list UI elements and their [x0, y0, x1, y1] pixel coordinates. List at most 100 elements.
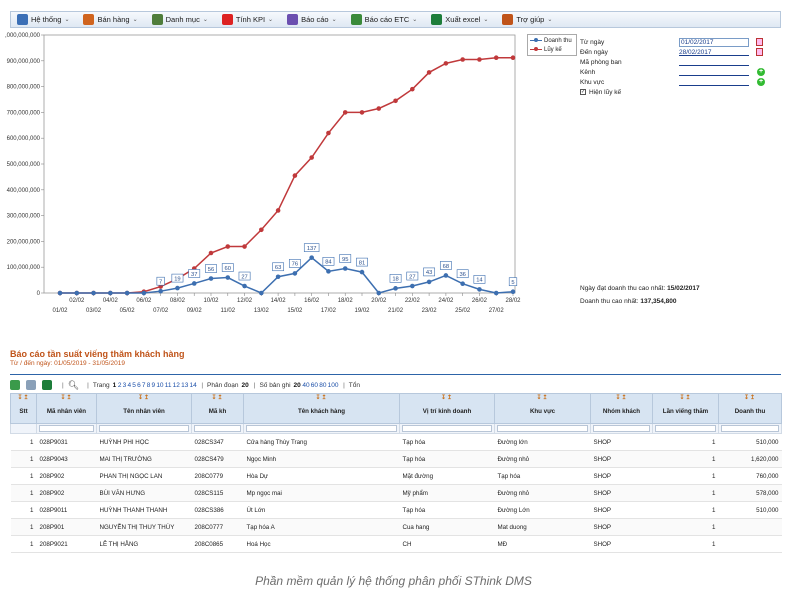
column-filter-input[interactable] [721, 425, 779, 432]
y-tick-label: 700,000,000 [7, 110, 41, 116]
region-field[interactable] [679, 85, 749, 86]
search-icon[interactable]: 🔍︎ [67, 379, 80, 390]
refresh-icon[interactable] [10, 380, 20, 390]
sort-icon[interactable]: ↧↥ [440, 395, 454, 401]
sort-icon[interactable]: ↧↥ [536, 395, 549, 401]
from-date-input[interactable] [679, 38, 749, 47]
sort-icon[interactable]: ↧↥ [615, 395, 628, 401]
column-filter-input[interactable] [402, 425, 492, 432]
column-header-label: Stt [19, 408, 28, 415]
column-filter-input[interactable] [497, 425, 588, 432]
page-link[interactable]: 2 [117, 381, 122, 389]
cumulative-checkbox[interactable]: ✓ [580, 89, 586, 95]
to-date-input[interactable]: 28/02/2017 [679, 49, 712, 56]
department-field[interactable] [679, 65, 749, 66]
records-option[interactable]: 60 [310, 381, 319, 389]
table-row[interactable]: 1 028P9011 HUỲNH THANH THANH 028CS386 Út Lớn… [10, 501, 782, 519]
table-row[interactable]: 1 028P9031 HUỲNH PHI HỌC 028CS347 Cửa hàng T… [10, 433, 782, 451]
column-header[interactable]: ↧↥ Tên nhân viên [96, 393, 192, 424]
table-cell: Đường nhỏ [494, 484, 591, 502]
calendar-icon[interactable] [756, 48, 763, 56]
page-link[interactable]: 8 [146, 381, 151, 389]
menu-item-2[interactable]: Danh mục ⌄ [146, 12, 216, 27]
column-header[interactable]: ↧↥ Stt [10, 393, 37, 424]
column-header[interactable]: ↧↥ Vị trí kinh doanh [399, 393, 495, 424]
page-link[interactable]: 3 [122, 381, 127, 389]
print-icon[interactable] [26, 380, 36, 390]
menu-item-3[interactable]: Tính KPI ⌄ [216, 12, 281, 27]
sort-icon[interactable]: ↧↥ [743, 395, 757, 401]
column-header[interactable]: ↧↥ Khu vực [494, 393, 591, 424]
data-point [208, 276, 214, 281]
sort-icon[interactable]: ↧↥ [17, 395, 30, 401]
filter-cell [494, 423, 591, 434]
excel-export-icon[interactable] [42, 380, 52, 390]
table-row[interactable]: 1 208P9021 LÊ THỊ HẰNG 208C0865 Hoá Học CH MĐ S… [10, 535, 782, 553]
page-link[interactable]: 9 [151, 381, 156, 389]
menu-item-0[interactable]: Hệ thống ⌄ [11, 12, 77, 27]
column-header[interactable]: ↧↥ Tên khách hàng [243, 393, 400, 424]
sort-icon[interactable]: ↧↥ [315, 395, 328, 401]
page-link[interactable]: 7 [141, 381, 146, 389]
sort-icon[interactable]: ↧↥ [137, 395, 151, 401]
column-filter-input[interactable] [246, 425, 397, 432]
data-label-box [439, 261, 452, 270]
column-header[interactable]: ↧↥ Mã nhân viên [36, 393, 97, 424]
sort-icon[interactable]: ↧↥ [679, 395, 692, 401]
column-filter-input[interactable] [655, 425, 716, 432]
sort-icon[interactable]: ↧↥ [60, 395, 73, 401]
column-filter-input[interactable] [194, 425, 241, 432]
table-row[interactable]: 1 208P902 BÙI VĂN HƯNG 028CS115 Mp ngọc mai M… [10, 484, 782, 502]
column-filter-input[interactable] [99, 425, 189, 432]
y-tick-label: 0 [37, 291, 41, 297]
records-option[interactable]: 100 [327, 381, 339, 389]
page-link[interactable]: 5 [132, 381, 136, 389]
add-channel-icon[interactable]: + [757, 68, 765, 76]
data-label: 95 [342, 257, 348, 263]
column-header[interactable]: ↧↥ Lần viếng thăm [652, 393, 719, 424]
column-header[interactable]: ↧↥ Nhóm khách [590, 393, 653, 424]
calendar-icon[interactable] [756, 38, 763, 46]
filter-panel: Từ ngày Đến ngày 28/02/2017 Mã phòng ban… [580, 38, 780, 98]
table-cell: CH [399, 535, 495, 553]
table-row[interactable]: 1 028P9043 MAI THỊ TRƯỜNG 028CS479 Ngọc Minh… [10, 450, 782, 468]
column-header-label: Doanh thu [734, 408, 766, 415]
page-link[interactable]: 10 [156, 381, 164, 389]
page-link[interactable]: 11 [164, 381, 172, 389]
x-tick-label: 18/02 [338, 298, 354, 304]
menu-item-1[interactable]: Bán hàng ⌄ [77, 12, 145, 27]
records-option[interactable]: 40 [302, 381, 310, 389]
x-tick-label: 13/02 [254, 308, 270, 314]
x-tick-label: 26/02 [472, 298, 488, 304]
page-link[interactable]: 13 [181, 381, 189, 389]
filter-cell [10, 423, 37, 434]
table-row[interactable]: 1 208P901 NGUYỄN THỊ THUY THÙY 208C0777 Tạp … [10, 518, 782, 536]
data-label-box [171, 273, 184, 283]
x-tick-label: 06/02 [136, 298, 152, 304]
catalog-icon [151, 14, 163, 25]
x-tick-label: 11/02 [220, 308, 235, 314]
table-row[interactable]: 1 208P902 PHAN THỊ NGỌC LAN 208C0779 Hòa Dự M… [10, 467, 782, 485]
data-label: 60 [225, 266, 231, 272]
menu-item-4[interactable]: Báo cáo ⌄ [281, 12, 345, 27]
page-link[interactable]: 12 [172, 381, 180, 389]
column-header[interactable]: ↧↥ Doanh thu [718, 393, 782, 424]
total-label: Tổn [348, 381, 360, 389]
table-cell: Mp ngọc mai [243, 484, 400, 502]
page-link[interactable]: 14 [189, 381, 197, 389]
menu-item-6[interactable]: Xuất excel ⌄ [425, 12, 496, 27]
table-cell: NGUYỄN THỊ THUY THÙY [96, 518, 192, 536]
column-filter-input[interactable] [593, 425, 650, 432]
data-point [410, 86, 415, 92]
menu-item-7[interactable]: Trợ giúp ⌄ [496, 12, 560, 27]
column-header-label: Mã nhân viên [46, 408, 87, 415]
page-link[interactable]: 6 [137, 381, 141, 389]
add-region-icon[interactable]: + [757, 78, 765, 86]
menu-item-5[interactable]: Báo cáo ETC ⌄ [345, 12, 426, 27]
records-option[interactable]: 80 [319, 381, 327, 389]
channel-field[interactable] [679, 75, 749, 76]
sort-icon[interactable]: ↧↥ [211, 395, 224, 401]
column-filter-input[interactable] [39, 425, 94, 432]
column-header[interactable]: ↧↥ Mã kh [191, 393, 244, 424]
page-link[interactable]: 4 [127, 381, 132, 389]
